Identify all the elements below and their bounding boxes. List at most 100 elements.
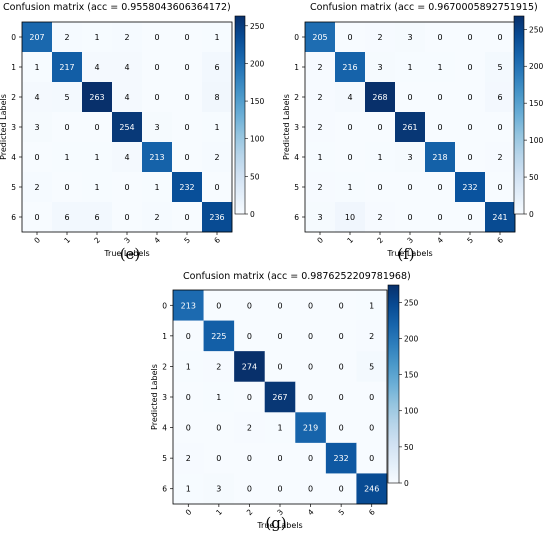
cell-value-label: 0 bbox=[339, 424, 344, 433]
cell-value-label: 1 bbox=[186, 485, 191, 494]
y-tick-label: 3 bbox=[294, 123, 299, 132]
matrix-cell bbox=[305, 172, 336, 203]
matrix-cell bbox=[173, 381, 204, 413]
colorbar bbox=[234, 15, 246, 215]
matrix-cell bbox=[485, 22, 516, 53]
matrix-cell bbox=[395, 52, 426, 83]
panel-label: (f) bbox=[397, 245, 414, 263]
x-tick-label: 4 bbox=[306, 507, 316, 517]
matrix-cell bbox=[425, 22, 456, 53]
colorbar-tick-label: 0 bbox=[529, 210, 534, 219]
cell-value-label: 0 bbox=[377, 123, 382, 132]
cell-value-label: 10 bbox=[345, 213, 355, 222]
y-tick-label: 6 bbox=[162, 485, 167, 494]
matrix-cell bbox=[202, 52, 233, 83]
cell-value-label: 0 bbox=[339, 362, 344, 371]
cell-value-label: 0 bbox=[339, 332, 344, 341]
matrix-cell bbox=[202, 202, 233, 233]
cell-value-label: 216 bbox=[342, 63, 357, 72]
cell-value-label: 3 bbox=[377, 63, 382, 72]
x-tick-label: 1 bbox=[345, 235, 355, 245]
matrix-cell bbox=[173, 290, 204, 321]
x-tick-label: 5 bbox=[465, 235, 475, 245]
matrix-cell bbox=[305, 202, 336, 233]
cell-value-label: 6 bbox=[214, 63, 219, 72]
cell-value-label: 205 bbox=[312, 33, 327, 42]
cell-value-label: 2 bbox=[247, 424, 252, 433]
cell-value-label: 0 bbox=[184, 33, 189, 42]
matrix-cell bbox=[264, 290, 296, 321]
x-tick-label: 1 bbox=[62, 235, 72, 245]
cell-value-label: 261 bbox=[402, 123, 417, 132]
y-tick-label: 0 bbox=[11, 33, 16, 42]
matrix-cell bbox=[112, 202, 143, 233]
cell-value-label: 3 bbox=[34, 123, 39, 132]
x-tick-label: 3 bbox=[122, 235, 132, 245]
cell-value-label: 1 bbox=[277, 424, 282, 433]
cell-value-label: 2 bbox=[377, 213, 382, 222]
matrix-cell bbox=[485, 112, 516, 143]
matrix-cell bbox=[202, 112, 233, 143]
matrix-cell bbox=[356, 351, 388, 383]
x-tick-label: 2 bbox=[375, 235, 385, 245]
matrix-cell bbox=[82, 112, 113, 143]
cell-value-label: 1 bbox=[34, 63, 39, 72]
cell-value-label: 8 bbox=[214, 93, 219, 102]
matrix-cell bbox=[142, 112, 173, 143]
matrix-cell bbox=[365, 82, 396, 113]
cell-value-label: 4 bbox=[34, 93, 39, 102]
x-tick-label: 2 bbox=[92, 235, 102, 245]
cell-value-label: 4 bbox=[94, 63, 99, 72]
matrix-cell bbox=[305, 52, 336, 83]
panel-label: (g) bbox=[265, 514, 286, 532]
cell-value-label: 2 bbox=[34, 183, 39, 192]
matrix-cell bbox=[173, 442, 204, 474]
cell-value-label: 0 bbox=[247, 393, 252, 402]
matrix-cell bbox=[22, 142, 53, 173]
matrix-cell bbox=[264, 351, 296, 383]
cell-value-label: 0 bbox=[407, 213, 412, 222]
colorbar-tick-label: 100 bbox=[250, 135, 265, 144]
cell-value-label: 1 bbox=[94, 153, 99, 162]
matrix-cell bbox=[234, 351, 266, 383]
matrix-cell bbox=[485, 142, 516, 173]
matrix-cell bbox=[325, 381, 357, 413]
panel-label: (e) bbox=[120, 245, 141, 263]
matrix-cell bbox=[52, 172, 83, 203]
cell-value-label: 0 bbox=[308, 332, 313, 341]
cell-value-label: 3 bbox=[407, 33, 412, 42]
matrix-cell bbox=[22, 172, 53, 203]
matrix-cell bbox=[203, 290, 235, 321]
cell-value-label: 274 bbox=[242, 362, 257, 371]
matrix-cell bbox=[234, 381, 266, 413]
cell-value-label: 0 bbox=[94, 123, 99, 132]
cell-value-label: 0 bbox=[34, 153, 39, 162]
cell-value-label: 0 bbox=[308, 393, 313, 402]
cell-value-label: 217 bbox=[59, 63, 74, 72]
cell-value-label: 1 bbox=[437, 63, 442, 72]
cell-value-label: 236 bbox=[209, 213, 224, 222]
colorbar-tick-label: 150 bbox=[404, 371, 419, 380]
matrix-cell bbox=[234, 473, 266, 505]
matrix-cell bbox=[173, 412, 204, 444]
matrix-cell bbox=[234, 320, 266, 352]
matrix-cell bbox=[335, 172, 366, 203]
cell-value-label: 0 bbox=[467, 123, 472, 132]
matrix-cell bbox=[264, 442, 296, 474]
cell-value-label: 263 bbox=[89, 93, 104, 102]
colorbar-tick-label: 150 bbox=[250, 97, 265, 106]
y-tick-label: 0 bbox=[162, 301, 167, 310]
y-tick-label: 4 bbox=[162, 424, 167, 433]
matrix-cell bbox=[335, 202, 366, 233]
matrix-cell bbox=[356, 412, 388, 444]
cell-value-label: 0 bbox=[216, 454, 221, 463]
cell-value-label: 0 bbox=[277, 454, 282, 463]
cell-value-label: 0 bbox=[154, 93, 159, 102]
matrix-cell bbox=[112, 112, 143, 143]
cell-value-label: 241 bbox=[492, 213, 507, 222]
y-tick-label: 6 bbox=[11, 213, 16, 222]
y-tick-label: 2 bbox=[294, 93, 299, 102]
y-axis-label: Predicted Labels bbox=[150, 364, 159, 430]
cell-value-label: 0 bbox=[369, 393, 374, 402]
cell-value-label: 2 bbox=[124, 33, 129, 42]
